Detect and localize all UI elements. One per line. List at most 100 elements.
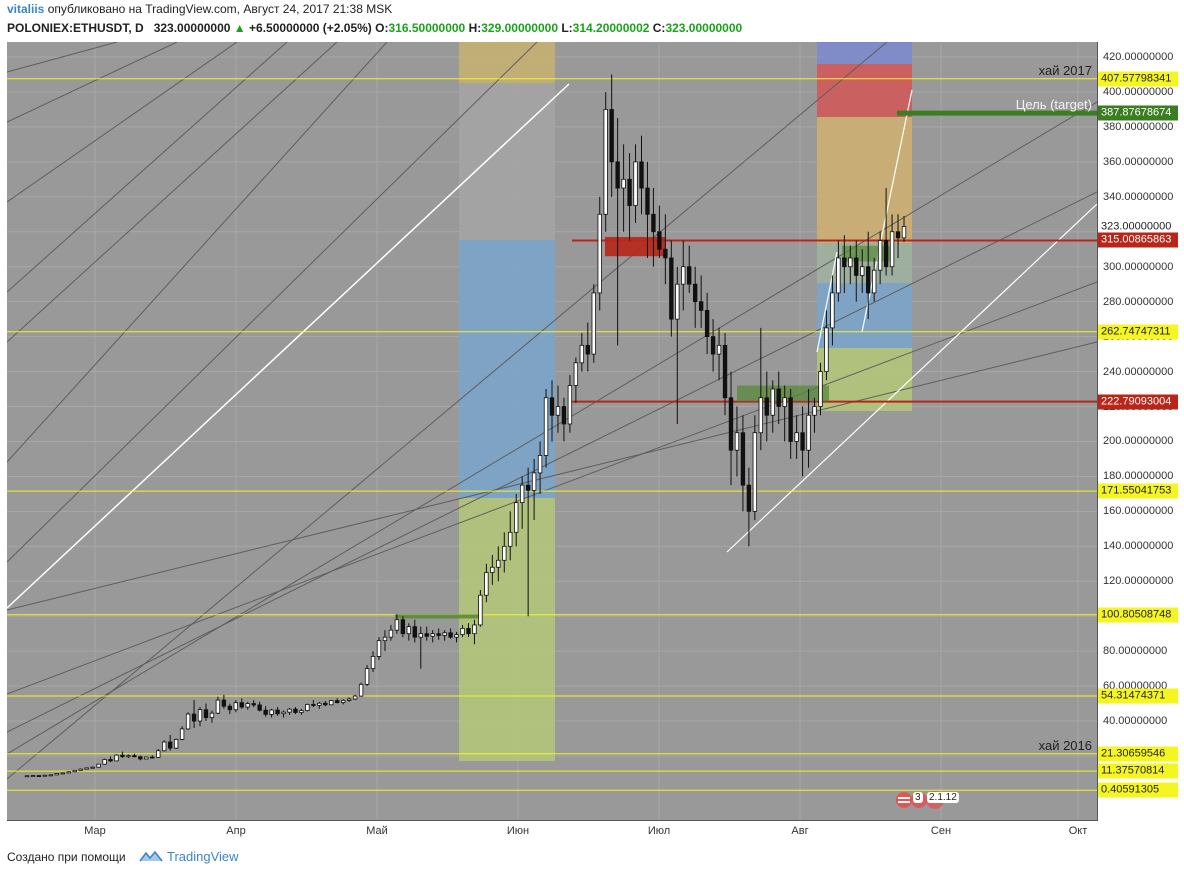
candle-body bbox=[806, 414, 811, 451]
candle-body bbox=[114, 754, 119, 762]
candle-body bbox=[537, 455, 543, 474]
candle-body bbox=[698, 301, 704, 311]
candle-body bbox=[549, 397, 555, 416]
candle-body bbox=[341, 700, 346, 703]
candle-body bbox=[406, 626, 412, 635]
y-tick-label: 200.00000000 bbox=[1103, 435, 1174, 448]
supply-zone-box bbox=[605, 236, 665, 257]
candle-body bbox=[185, 713, 191, 730]
candle-body bbox=[591, 292, 596, 355]
candle-body bbox=[299, 710, 304, 713]
candle-body bbox=[126, 755, 131, 758]
level-annotation: хай 2017 bbox=[1038, 62, 1092, 78]
candle-body bbox=[525, 484, 531, 491]
candle-body bbox=[42, 774, 48, 777]
level-annotation: хай 2016 bbox=[1038, 737, 1092, 753]
trend-line-white bbox=[816, 251, 838, 353]
candle-body bbox=[36, 775, 42, 777]
x-tick-label: Июл bbox=[647, 825, 671, 837]
high-value: 329.00000000 bbox=[481, 21, 558, 35]
candle-body bbox=[776, 388, 781, 407]
candle-body bbox=[597, 213, 602, 294]
fan-line bbox=[7, 42, 288, 293]
candle-body bbox=[579, 344, 585, 364]
fib-zone-top bbox=[459, 42, 555, 83]
candle-body bbox=[24, 775, 30, 778]
candle-body bbox=[275, 709, 280, 715]
candle-body bbox=[794, 432, 799, 442]
price-level-label: 171.55041753 bbox=[1098, 483, 1178, 499]
candle-body bbox=[615, 161, 620, 189]
y-tick-label: 420.00000000 bbox=[1103, 51, 1174, 63]
candle-body bbox=[633, 161, 638, 206]
candle-body bbox=[400, 619, 406, 635]
candle-body bbox=[412, 626, 417, 638]
plot-border-bottom bbox=[7, 820, 1098, 821]
candle-body bbox=[693, 283, 698, 303]
low-label: L: bbox=[561, 21, 573, 35]
x-tick-label: Сен bbox=[930, 825, 952, 837]
candle-body bbox=[800, 432, 805, 451]
candle-body bbox=[788, 397, 793, 442]
level-annotation: Цель (target) bbox=[1015, 97, 1092, 113]
candle-body bbox=[895, 231, 901, 239]
fan-line bbox=[7, 281, 1097, 695]
price-level-label: 100.80508748 bbox=[1098, 607, 1178, 623]
candle-body bbox=[478, 594, 483, 626]
candle-body bbox=[156, 750, 161, 758]
fan-line bbox=[7, 42, 238, 203]
tradingview-brand-link[interactable]: TradingView bbox=[166, 849, 239, 864]
candle-body bbox=[352, 695, 358, 700]
candle-body bbox=[830, 292, 835, 329]
candle-body bbox=[812, 406, 817, 416]
candle-body bbox=[567, 385, 573, 425]
fan-line bbox=[7, 42, 178, 123]
fan-line bbox=[7, 42, 338, 343]
fan-line bbox=[7, 191, 1097, 733]
candle-body bbox=[132, 755, 137, 758]
candle-body bbox=[90, 766, 95, 769]
candle-body bbox=[651, 213, 656, 233]
tradingview-logo-icon[interactable] bbox=[139, 849, 163, 866]
candle-body bbox=[752, 432, 758, 512]
candle-body bbox=[30, 775, 36, 777]
candle-body bbox=[770, 388, 775, 416]
candle-body bbox=[370, 655, 376, 670]
x-tick-label: Июн bbox=[506, 825, 530, 837]
created-with-text: Создано при помощи bbox=[7, 850, 126, 864]
price-level-label: 11.37570814 bbox=[1098, 763, 1178, 779]
candlestick-chart bbox=[7, 42, 1097, 820]
candle-body bbox=[66, 771, 71, 774]
x-tick-label: Авг bbox=[791, 825, 809, 837]
up-arrow-icon: ▲ bbox=[233, 21, 246, 35]
candle-body bbox=[293, 708, 298, 713]
candle-body bbox=[758, 397, 764, 434]
price-change: +6.50000000 (+2.05%) bbox=[249, 21, 372, 35]
candle-body bbox=[394, 619, 400, 631]
candle-body bbox=[603, 109, 608, 215]
candle-body bbox=[663, 248, 668, 259]
candle-body bbox=[138, 756, 143, 760]
candle-body bbox=[179, 728, 185, 740]
chart-plot-area[interactable] bbox=[7, 42, 1097, 820]
candle-body bbox=[728, 397, 734, 451]
candle-body bbox=[388, 629, 394, 638]
candle-body bbox=[573, 362, 579, 386]
published-text: опубликовано на TradingView.com, Август … bbox=[47, 2, 393, 16]
candle-body bbox=[496, 559, 501, 568]
candle-body bbox=[424, 633, 429, 637]
candle-body bbox=[889, 231, 895, 268]
candle-body bbox=[836, 257, 841, 294]
author-link[interactable]: vitaliis bbox=[7, 2, 45, 16]
fan-line bbox=[7, 42, 888, 780]
fan-line bbox=[7, 42, 388, 463]
candle-body bbox=[209, 712, 215, 718]
candle-body bbox=[704, 309, 710, 338]
y-tick-label: 360.00000000 bbox=[1103, 155, 1174, 168]
candle-body bbox=[639, 161, 644, 189]
candle-body bbox=[877, 240, 883, 271]
candle-body bbox=[197, 709, 203, 722]
fan-line bbox=[7, 42, 538, 563]
fan-line bbox=[7, 341, 1097, 611]
candle-body bbox=[502, 545, 507, 561]
